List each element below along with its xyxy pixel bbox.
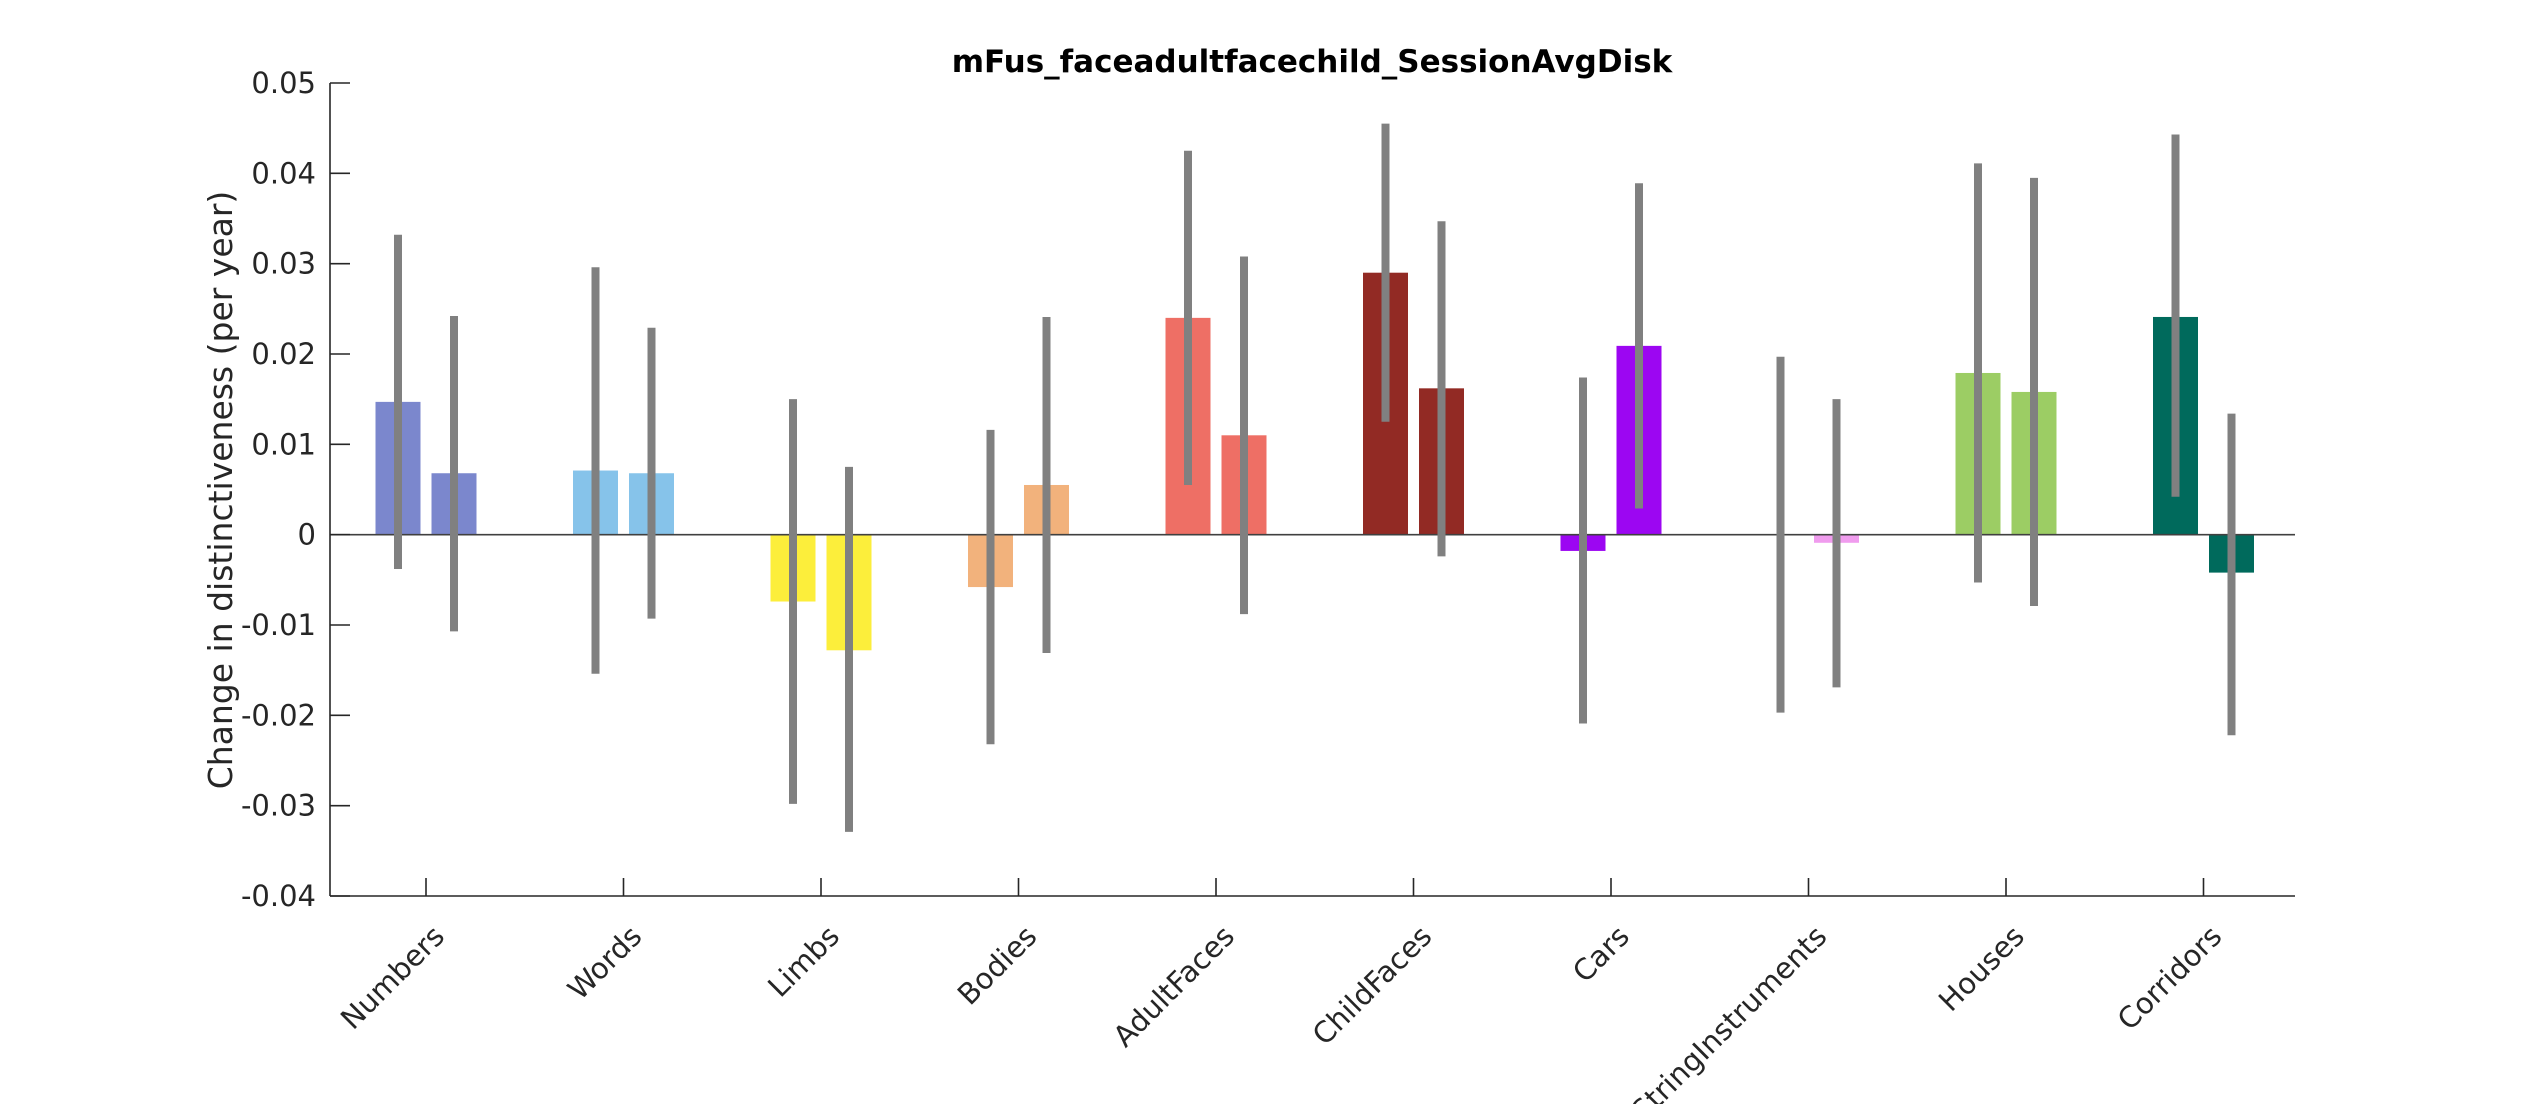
y-tick-label: -0.03: [241, 789, 316, 823]
y-tick-label: -0.01: [241, 608, 316, 642]
y-tick-label: 0.04: [251, 156, 316, 190]
chart-title: mFus_faceadultfacechild_SessionAvgDisk: [952, 44, 1674, 80]
y-tick-label: 0.02: [251, 337, 316, 371]
y-axis-label: Change in distinctiveness (per year): [201, 191, 240, 790]
y-tick-label: -0.04: [241, 879, 316, 913]
y-tick-label: 0.01: [251, 427, 316, 461]
y-tick-label: 0.03: [251, 247, 316, 281]
y-tick-label: 0: [298, 518, 316, 552]
error-bars-layer: [394, 123, 2236, 832]
y-ticks-layer: -0.04 -0.03 -0.02 -0.01 0 0.01 0.02 0.03 0.04 0.0…: [241, 66, 350, 913]
y-tick-label: 0.05: [251, 66, 316, 100]
y-tick-label: -0.02: [241, 698, 316, 732]
axes-layer: [329, 83, 2295, 897]
